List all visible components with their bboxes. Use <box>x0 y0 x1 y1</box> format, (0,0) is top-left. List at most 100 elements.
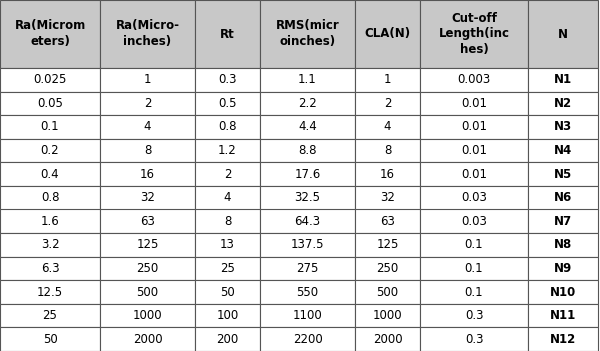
Text: 2000: 2000 <box>373 333 403 346</box>
Bar <box>100 233 195 257</box>
Text: 125: 125 <box>376 238 398 251</box>
Text: 0.1: 0.1 <box>464 262 484 275</box>
Bar <box>195 210 260 233</box>
Bar <box>355 327 420 351</box>
Bar <box>195 186 260 210</box>
Text: 16: 16 <box>380 168 395 181</box>
Bar <box>260 115 355 139</box>
Bar <box>528 0 598 68</box>
Text: 6.3: 6.3 <box>41 262 59 275</box>
Bar <box>260 92 355 115</box>
Text: 4: 4 <box>224 191 231 204</box>
Bar <box>195 115 260 139</box>
Bar <box>100 257 195 280</box>
Bar <box>195 162 260 186</box>
Bar <box>100 68 195 92</box>
Bar <box>0 304 100 327</box>
Text: 500: 500 <box>376 286 398 299</box>
Bar <box>260 257 355 280</box>
Text: 13: 13 <box>220 238 235 251</box>
Bar <box>260 68 355 92</box>
Bar <box>0 0 100 68</box>
Bar <box>355 280 420 304</box>
Text: 0.1: 0.1 <box>464 286 484 299</box>
Text: N7: N7 <box>554 215 572 228</box>
Bar <box>355 92 420 115</box>
Text: 8: 8 <box>224 215 231 228</box>
Text: 125: 125 <box>136 238 158 251</box>
Text: 137.5: 137.5 <box>291 238 324 251</box>
Text: N12: N12 <box>550 333 576 346</box>
Text: 8: 8 <box>144 144 151 157</box>
Text: N10: N10 <box>550 286 576 299</box>
Bar <box>528 280 598 304</box>
Bar <box>195 92 260 115</box>
Bar <box>260 186 355 210</box>
Bar <box>100 186 195 210</box>
Text: 0.4: 0.4 <box>41 168 59 181</box>
Bar <box>0 210 100 233</box>
Bar <box>528 257 598 280</box>
Text: 32: 32 <box>140 191 155 204</box>
Bar <box>100 280 195 304</box>
Text: 2: 2 <box>144 97 151 110</box>
Text: 4: 4 <box>384 120 391 133</box>
Bar <box>528 233 598 257</box>
Bar <box>355 162 420 186</box>
Text: N8: N8 <box>554 238 572 251</box>
Text: 250: 250 <box>376 262 398 275</box>
Text: Rt: Rt <box>220 27 235 40</box>
Bar <box>100 115 195 139</box>
Bar <box>0 233 100 257</box>
Text: 0.01: 0.01 <box>461 120 487 133</box>
Text: 1.2: 1.2 <box>218 144 237 157</box>
Text: 1: 1 <box>384 73 391 86</box>
Text: 16: 16 <box>140 168 155 181</box>
Text: N4: N4 <box>554 144 572 157</box>
Bar <box>355 0 420 68</box>
Bar <box>528 92 598 115</box>
Text: 8.8: 8.8 <box>298 144 317 157</box>
Text: 1: 1 <box>144 73 151 86</box>
Bar <box>0 139 100 162</box>
Bar <box>528 210 598 233</box>
Bar <box>420 115 528 139</box>
Bar <box>420 327 528 351</box>
Text: 100: 100 <box>217 309 239 322</box>
Text: 0.025: 0.025 <box>34 73 67 86</box>
Text: 0.5: 0.5 <box>218 97 237 110</box>
Bar <box>528 327 598 351</box>
Bar <box>355 233 420 257</box>
Text: 0.01: 0.01 <box>461 97 487 110</box>
Bar <box>195 68 260 92</box>
Text: 0.1: 0.1 <box>464 238 484 251</box>
Bar <box>0 68 100 92</box>
Text: 0.8: 0.8 <box>218 120 237 133</box>
Bar <box>420 186 528 210</box>
Text: CLA(N): CLA(N) <box>364 27 410 40</box>
Text: 25: 25 <box>220 262 235 275</box>
Text: 4: 4 <box>144 120 151 133</box>
Text: 0.03: 0.03 <box>461 215 487 228</box>
Bar <box>100 162 195 186</box>
Text: N: N <box>558 27 568 40</box>
Text: Ra(Micro-
inches): Ra(Micro- inches) <box>115 20 179 48</box>
Bar <box>355 257 420 280</box>
Bar <box>420 210 528 233</box>
Text: Cut-off
Length(inc
hes): Cut-off Length(inc hes) <box>439 12 509 57</box>
Text: 63: 63 <box>140 215 155 228</box>
Text: 0.05: 0.05 <box>37 97 63 110</box>
Bar <box>528 115 598 139</box>
Bar <box>100 0 195 68</box>
Bar <box>420 280 528 304</box>
Text: 0.01: 0.01 <box>461 144 487 157</box>
Bar <box>420 162 528 186</box>
Bar <box>260 304 355 327</box>
Text: 2: 2 <box>384 97 391 110</box>
Bar <box>355 210 420 233</box>
Text: 25: 25 <box>43 309 58 322</box>
Text: N9: N9 <box>554 262 572 275</box>
Bar <box>0 92 100 115</box>
Bar <box>420 68 528 92</box>
Bar <box>195 233 260 257</box>
